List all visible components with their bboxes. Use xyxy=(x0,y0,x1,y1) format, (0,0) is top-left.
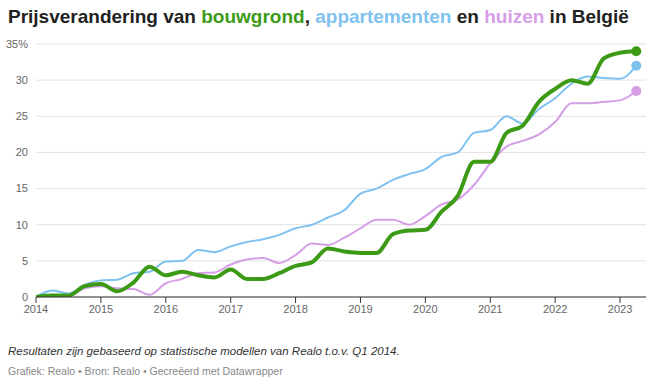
svg-text:2019: 2019 xyxy=(348,303,372,315)
svg-text:25: 25 xyxy=(16,110,28,122)
svg-text:2021: 2021 xyxy=(478,303,502,315)
svg-text:20: 20 xyxy=(16,146,28,158)
svg-text:2018: 2018 xyxy=(283,303,307,315)
svg-text:2014: 2014 xyxy=(24,303,48,315)
svg-text:30: 30 xyxy=(16,74,28,86)
svg-text:5: 5 xyxy=(22,255,28,267)
html-text:Resultaten zijn gebaseerd op s: Resultaten zijn gebaseerd op statistisch… xyxy=(8,345,400,357)
svg-text:2020: 2020 xyxy=(413,303,437,315)
svg-text:2023: 2023 xyxy=(608,303,632,315)
svg-text:2015: 2015 xyxy=(89,303,113,315)
svg-text:0: 0 xyxy=(22,291,28,303)
html-text:Prijsverandering van bouwgrond: Prijsverandering van bouwgrond, appartem… xyxy=(8,6,629,27)
svg-text:35%: 35% xyxy=(8,38,28,50)
html-text:Grafiek: Realo • Bron: Realo •: Grafiek: Realo • Bron: Realo • Gecreëerd… xyxy=(8,365,283,377)
svg-text:15: 15 xyxy=(16,182,28,194)
svg-text:2016: 2016 xyxy=(154,303,178,315)
svg-text:2017: 2017 xyxy=(218,303,242,315)
svg-text:2022: 2022 xyxy=(543,303,567,315)
svg-text:10: 10 xyxy=(16,219,28,231)
